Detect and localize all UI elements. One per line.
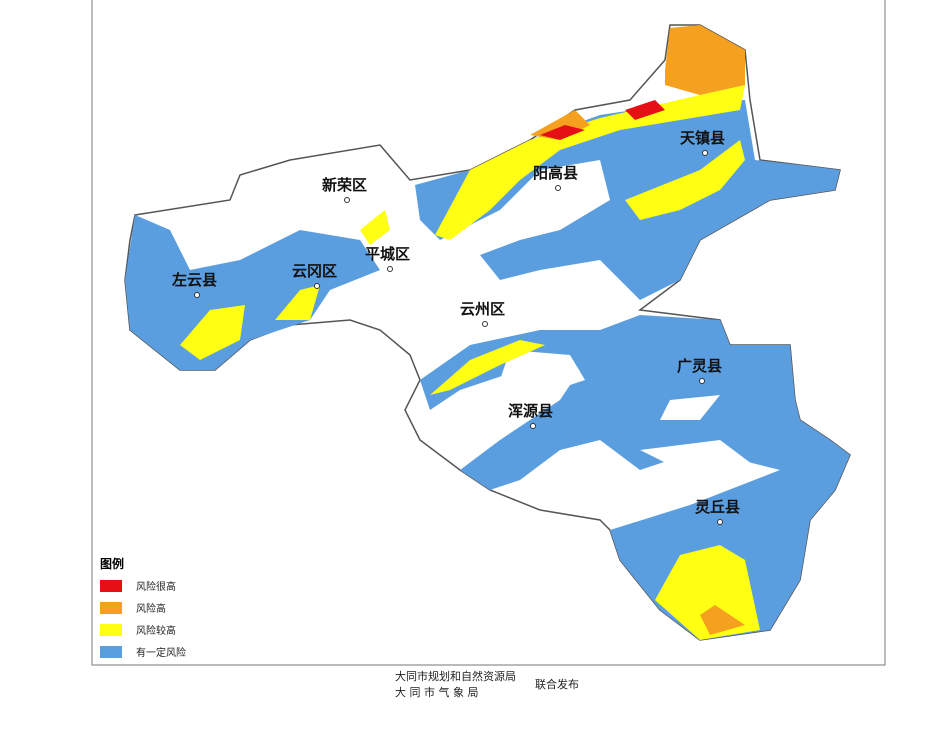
county-seat (387, 266, 393, 272)
county-seat (194, 292, 200, 298)
legend-swatch (100, 602, 122, 614)
legend-label: 风险较高 (136, 624, 176, 637)
county-label: 天镇县 (680, 129, 725, 147)
county-label: 灵丘县 (695, 498, 740, 516)
county-label: 广灵县 (677, 357, 722, 375)
legend-title: 图例 (100, 556, 124, 571)
publisher: 大 同 市 气 象 局 (395, 685, 478, 699)
county-seat (702, 150, 708, 156)
county-seat (530, 423, 536, 429)
county-label: 云州区 (460, 300, 505, 318)
legend-label: 有一定风险 (136, 646, 186, 659)
county-label: 阳高县 (533, 164, 578, 182)
legend-label: 风险很高 (136, 580, 176, 593)
county-seat (314, 283, 320, 289)
county-label: 新荣区 (322, 176, 367, 194)
legend-label: 风险高 (136, 602, 166, 615)
publisher: 大同市规划和自然资源局 (395, 669, 516, 683)
county-seat (717, 519, 723, 525)
county-label: 云冈区 (292, 262, 337, 280)
legend-swatch (100, 624, 122, 636)
risk-zones-yellow (180, 85, 760, 640)
clear-areas (500, 350, 760, 480)
risk-zones-red (540, 100, 665, 140)
county-seat (555, 185, 561, 191)
county-seat (699, 378, 705, 384)
county-label: 平城区 (365, 245, 410, 263)
county-label: 浑源县 (508, 402, 553, 420)
legend-swatch (100, 646, 122, 658)
county-seat (482, 321, 488, 327)
joint-release: 联合发布 (535, 677, 579, 691)
county-seat (344, 197, 350, 203)
county-label: 左云县 (171, 271, 217, 289)
legend-swatch (100, 580, 122, 592)
